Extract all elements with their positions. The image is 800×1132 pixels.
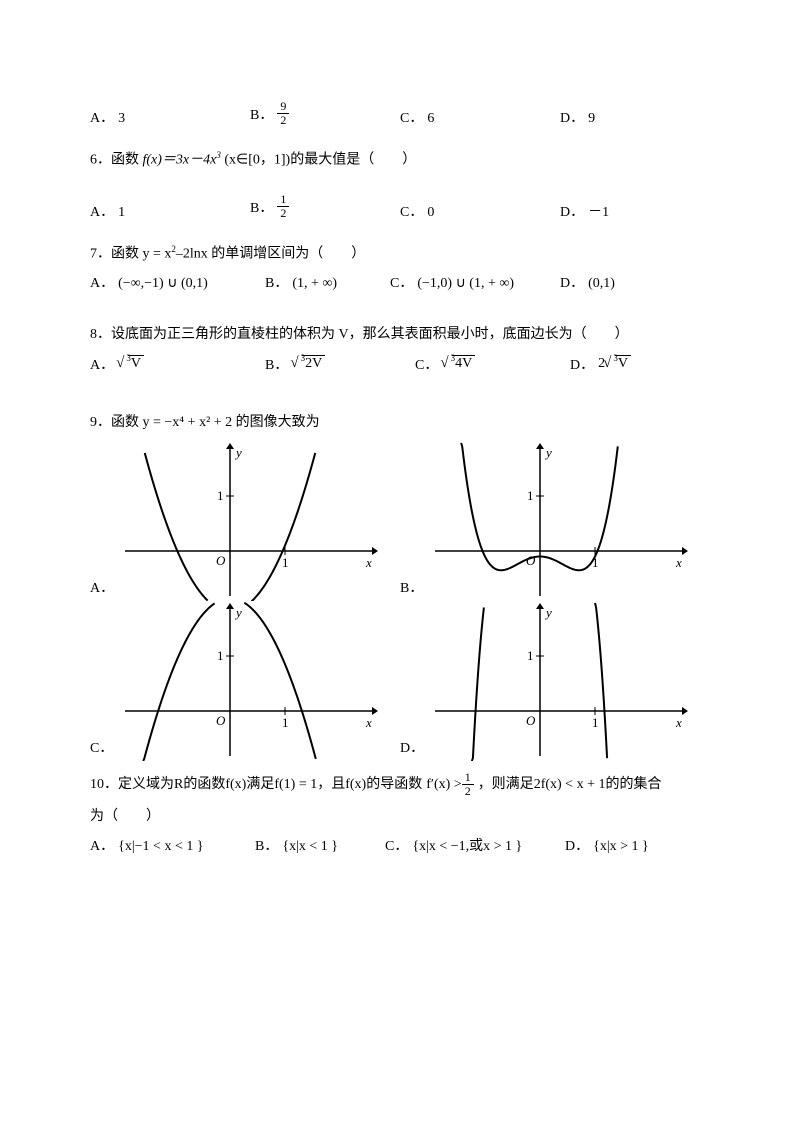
q9-B-label: B．: [400, 577, 430, 601]
q6-B-frac: 1 2: [277, 193, 289, 220]
q10-A-val: {x|−1 < x < 1 }: [118, 839, 203, 855]
q7-A-label: A．: [90, 272, 114, 292]
svg-text:x: x: [675, 715, 682, 730]
q8-C-label: C．: [415, 354, 438, 374]
q8-D-label: D．: [570, 354, 594, 374]
svg-text:y: y: [544, 445, 552, 460]
svg-text:1: 1: [527, 488, 534, 503]
q6-D-label: D．: [560, 201, 584, 221]
q6-options: A． 1 B． 1 2 C． 0 D． －1: [90, 193, 710, 220]
svg-text:1: 1: [282, 555, 289, 570]
svg-text:x: x: [675, 555, 682, 570]
svg-text:1: 1: [217, 488, 224, 503]
graph-D: y x O 1 1: [430, 601, 690, 761]
q6-A-label: A．: [90, 201, 114, 221]
q8-stem: 8．设底面为正三角形的直棱柱的体积为 V，那么其表面积最小时，底面边长为（ ）: [90, 322, 710, 347]
q6-A-val: 1: [118, 205, 125, 221]
q7-D-label: D．: [560, 272, 584, 292]
q7-options: A． (−∞,−1) ∪ (0,1) B． (1, + ∞) C． (−1,0)…: [90, 272, 710, 292]
q10-stem: 10．定义域为 R 的函数 f(x) 满足 f(1) = 1 ，且 f(x) 的…: [90, 771, 710, 798]
q7-A-val: (−∞,−1) ∪ (0,1): [118, 275, 208, 292]
cube-root-icon: 34V: [442, 355, 475, 372]
q8-options: A． 3V B． 32V C． 34V D． 23V: [90, 354, 710, 374]
q10-B-val: {x|x < 1 }: [282, 839, 338, 855]
svg-text:O: O: [216, 553, 226, 568]
svg-text:x: x: [365, 555, 372, 570]
q5-C-val: 6: [427, 111, 434, 127]
svg-text:1: 1: [592, 715, 599, 730]
q7-B-val: (1, + ∞): [292, 276, 337, 292]
q7-C-label: C．: [390, 272, 413, 292]
q6-C-val: 0: [427, 205, 434, 221]
q7-D-val: (0,1): [588, 276, 615, 292]
q5-A-val: 3: [118, 111, 125, 127]
graph-B: yxO11: [430, 441, 690, 601]
q7-C-val: (−1,0) ∪ (1, + ∞): [417, 275, 514, 292]
q10-D-val: {x|x > 1 }: [593, 839, 649, 855]
cube-root-icon: 32V: [292, 355, 325, 372]
q6-C-label: C．: [400, 201, 423, 221]
q9-C-label: C．: [90, 737, 120, 761]
q5-D-val: 9: [588, 111, 595, 127]
svg-text:O: O: [526, 713, 536, 728]
q7-stem: 7．函数 y = x2–2lnx 的单调增区间为（ ）: [90, 241, 710, 267]
svg-text:1: 1: [282, 715, 289, 730]
svg-text:y: y: [234, 605, 242, 620]
q5-D-label: D．: [560, 107, 584, 127]
cube-root-icon: 3V: [605, 355, 631, 372]
q10-options: A． {x|−1 < x < 1 } B． {x|x < 1 } C． {x|x…: [90, 835, 710, 855]
q9-stem: 9．函数 y = −x⁴ + x² + 2 的图像大致为: [90, 410, 710, 435]
q9-D-label: D．: [400, 737, 430, 761]
svg-text:x: x: [365, 715, 372, 730]
svg-text:O: O: [216, 713, 226, 728]
svg-text:y: y: [544, 605, 552, 620]
q9-graphs: A． y x O 1 1 B． y x O 1 1 C． y x O 1 1 D． y x O 1 1: [90, 441, 710, 761]
q6-B-label: B．: [250, 197, 273, 217]
q6-stem: 6．函数 f(x)＝3x－4x3 (x∈[0，1])的最大值是（ ）: [90, 147, 710, 173]
svg-text:1: 1: [527, 648, 534, 663]
q10-A-label: A．: [90, 835, 114, 855]
svg-text:O: O: [526, 553, 536, 568]
q5-A-label: A．: [90, 107, 114, 127]
q8-A-label: A．: [90, 354, 114, 374]
q5-options: A． 3 B． 9 2 C． 6 D． 9: [90, 100, 710, 127]
q5-B-label: B．: [250, 104, 273, 124]
q10-B-label: B．: [255, 835, 278, 855]
svg-text:y: y: [234, 445, 242, 460]
q7-B-label: B．: [265, 272, 288, 292]
q10-stem2: 为（ ）: [90, 804, 710, 829]
graph-C: y x O 1 1: [120, 601, 380, 761]
cube-root-icon: 3V: [118, 355, 144, 372]
q6-D-val: －1: [588, 201, 609, 221]
q10-C-label: C．: [385, 835, 408, 855]
q5-B-frac: 9 2: [277, 100, 289, 127]
q8-B-label: B．: [265, 354, 288, 374]
half-frac: 1 2: [462, 771, 474, 798]
q9-A-label: A．: [90, 577, 120, 601]
q10-C-val: {x|x < −1,或x > 1 }: [412, 835, 522, 855]
svg-text:1: 1: [217, 648, 224, 663]
q5-C-label: C．: [400, 107, 423, 127]
graph-A: y x O 1 1: [120, 441, 380, 601]
q10-D-label: D．: [565, 835, 589, 855]
